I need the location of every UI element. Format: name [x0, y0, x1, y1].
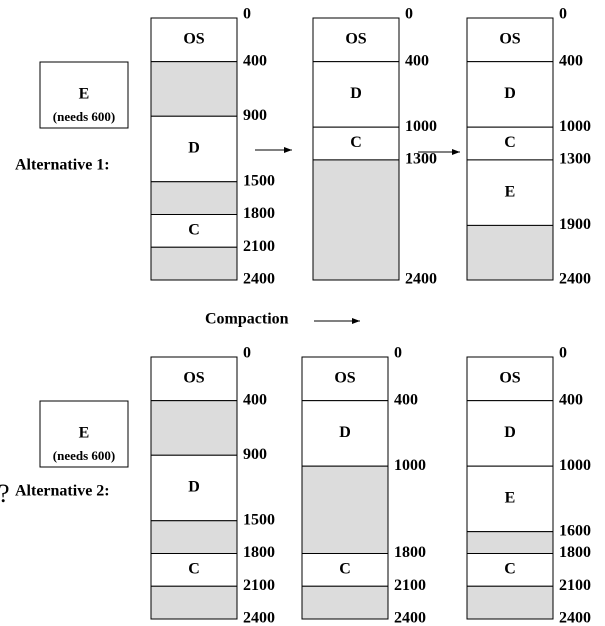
free-segment	[301, 465, 389, 554]
free-segment	[150, 520, 238, 554]
address-label: 2400	[243, 610, 275, 626]
free-segment	[466, 224, 554, 281]
segment-label: D	[339, 424, 351, 441]
free-segment	[301, 585, 389, 620]
address-label: 1800	[243, 205, 275, 222]
memory-segment	[466, 400, 554, 467]
address-label: 2400	[243, 271, 275, 288]
address-label: 1800	[559, 544, 591, 561]
address-label: 0	[243, 6, 251, 23]
memory-segment	[466, 465, 554, 533]
memory-segment	[301, 400, 389, 467]
segment-label: D	[504, 424, 516, 441]
address-label: 1800	[394, 544, 426, 561]
address-label: 2400	[405, 271, 437, 288]
address-label: 1000	[405, 118, 437, 135]
memory-segment	[466, 17, 554, 63]
segment-label: OS	[183, 31, 204, 48]
alternative-label: Alternative 1:	[15, 157, 110, 174]
free-segment	[150, 585, 238, 620]
address-label: 400	[243, 52, 267, 69]
free-segment	[150, 246, 238, 281]
compaction-label: Compaction	[205, 311, 289, 328]
memory-segment	[466, 553, 554, 587]
memory-segment	[150, 454, 238, 522]
memory-segment	[312, 126, 400, 161]
memory-segment	[150, 17, 238, 63]
job-note: (needs 600)	[53, 448, 115, 463]
address-label: 0	[243, 345, 251, 362]
address-label: 0	[559, 6, 567, 23]
address-label: 1000	[559, 457, 591, 474]
address-label: 2400	[559, 271, 591, 288]
job-name: E	[79, 86, 90, 103]
job-box	[39, 61, 129, 129]
segment-label: OS	[183, 370, 204, 387]
address-label: 2100	[394, 577, 426, 594]
memory-segment	[150, 553, 238, 587]
memory-segment	[301, 553, 389, 587]
address-label: 900	[243, 107, 267, 124]
memory-segment	[150, 115, 238, 183]
address-label: 2100	[559, 577, 591, 594]
address-label: 1900	[559, 216, 591, 233]
address-label: 1600	[559, 522, 591, 539]
free-segment	[312, 159, 400, 281]
question-mark: ?	[0, 479, 10, 508]
address-label: 1500	[243, 511, 275, 528]
address-label: 400	[559, 52, 583, 69]
address-label: 1000	[394, 457, 426, 474]
address-label: 2400	[559, 610, 591, 626]
segment-label: C	[504, 134, 516, 151]
job-name: E	[79, 425, 90, 442]
memory-segment	[466, 356, 554, 402]
address-label: 1300	[405, 151, 437, 168]
address-label: 1300	[559, 151, 591, 168]
segment-label: D	[188, 479, 200, 496]
free-segment	[150, 61, 238, 117]
segment-label: D	[188, 140, 200, 157]
segment-label: OS	[499, 370, 520, 387]
segment-label: D	[350, 85, 362, 102]
address-label: 0	[405, 6, 413, 23]
alternative-label: Alternative 2:	[15, 483, 110, 500]
segment-label: OS	[334, 370, 355, 387]
address-label: 2100	[243, 577, 275, 594]
address-label: 400	[405, 52, 429, 69]
segment-label: C	[188, 222, 200, 239]
address-label: 900	[243, 446, 267, 463]
segment-label: OS	[345, 31, 366, 48]
address-label: 400	[394, 391, 418, 408]
address-label: 1800	[243, 544, 275, 561]
address-label: 2400	[394, 610, 426, 626]
segment-label: OS	[499, 31, 520, 48]
free-segment	[150, 181, 238, 215]
address-label: 2100	[243, 238, 275, 255]
address-label: 0	[394, 345, 402, 362]
address-label: 400	[559, 391, 583, 408]
segment-label: C	[350, 134, 362, 151]
memory-segment	[466, 61, 554, 128]
address-label: 400	[243, 391, 267, 408]
segment-label: E	[505, 183, 516, 200]
memory-segment	[301, 356, 389, 402]
free-segment	[150, 400, 238, 456]
memory-segment	[466, 126, 554, 161]
job-box	[39, 400, 129, 468]
segment-label: C	[339, 561, 351, 578]
job-note: (needs 600)	[53, 109, 115, 124]
free-segment	[466, 531, 554, 555]
segment-label: C	[188, 561, 200, 578]
segment-label: D	[504, 85, 516, 102]
segment-label: C	[504, 561, 516, 578]
memory-segment	[150, 356, 238, 402]
address-label: 1000	[559, 118, 591, 135]
address-label: 1500	[243, 172, 275, 189]
segment-label: E	[505, 490, 516, 507]
free-segment	[466, 585, 554, 620]
address-label: 0	[559, 345, 567, 362]
